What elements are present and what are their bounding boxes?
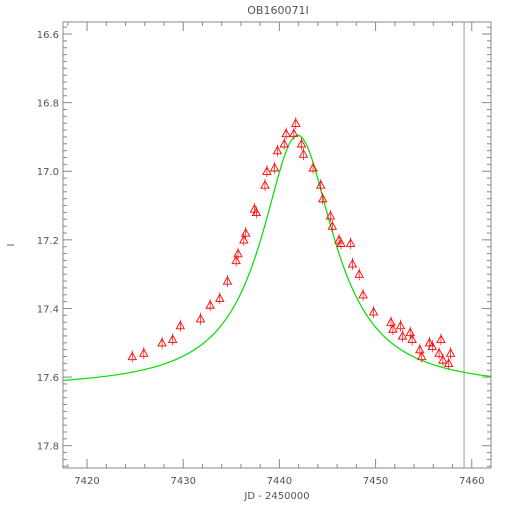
axis-ticks (63, 22, 492, 468)
x-tick-label: 7440 (267, 476, 292, 487)
data-point (416, 351, 427, 361)
y-tick-label: 16.8 (37, 99, 59, 110)
data-point (434, 348, 444, 357)
data-point (368, 306, 379, 316)
plot-frame (62, 21, 492, 469)
data-point (388, 324, 398, 333)
data-point (215, 293, 225, 302)
data-point (336, 238, 346, 247)
data-point (289, 128, 299, 138)
data-point (443, 358, 454, 368)
data-point (279, 138, 289, 148)
data-point (290, 118, 301, 127)
y-tick-label: 17.0 (37, 167, 59, 178)
data-point (233, 248, 243, 258)
data-point (386, 317, 396, 326)
x-tick-label: 7420 (74, 476, 99, 487)
y-tick-label: 17.6 (37, 373, 59, 384)
data-point (424, 337, 435, 347)
data-point (397, 330, 408, 340)
data-point (240, 228, 251, 237)
data-point (262, 166, 272, 175)
data-point (167, 334, 178, 343)
data-point (281, 128, 291, 138)
data-point (358, 289, 368, 299)
data-points (127, 117, 456, 370)
data-point (427, 341, 438, 350)
y-axis-tick-labels: 16.6 16.8 17.0 17.2 17.4 17.6 17.8 (37, 30, 59, 453)
data-point (298, 149, 309, 158)
x-tick-label: 7430 (170, 476, 195, 487)
x-axis-tick-labels: 7420 7430 7440 7450 7460 (74, 476, 484, 487)
data-point (395, 320, 406, 330)
data-point (239, 234, 249, 244)
data-point (354, 269, 364, 278)
data-point (205, 300, 215, 309)
y-tick-label: 17.8 (37, 442, 59, 453)
data-point (325, 210, 336, 220)
data-point (269, 162, 280, 172)
data-point (272, 145, 283, 155)
data-point (222, 276, 233, 285)
data-point (127, 351, 138, 361)
data-point (308, 162, 318, 172)
data-point (438, 355, 448, 364)
data-point (315, 180, 326, 189)
data-point (157, 337, 167, 347)
chart-title: OB160071I (247, 4, 308, 17)
data-point (231, 255, 241, 265)
x-axis-label: JD - 2450000 (243, 491, 309, 502)
data-point (436, 334, 446, 343)
x-tick-label: 7450 (363, 476, 388, 487)
data-point (175, 320, 186, 330)
y-tick-label: 17.4 (37, 304, 59, 315)
data-point (415, 344, 425, 354)
data-point (317, 193, 328, 203)
data-point (327, 221, 338, 230)
data-point (251, 207, 262, 217)
x-tick-label: 7460 (459, 476, 484, 487)
data-point (260, 180, 270, 189)
data-point (296, 138, 307, 148)
data-point (195, 313, 206, 323)
data-point (139, 348, 149, 357)
y-tick-label: 17.2 (37, 236, 59, 247)
data-point (345, 238, 356, 247)
data-point (445, 348, 456, 357)
data-point (405, 327, 415, 337)
data-point (407, 334, 417, 343)
data-point (347, 258, 358, 268)
y-axis-label: I (6, 244, 17, 247)
y-tick-label: 16.6 (37, 30, 59, 41)
